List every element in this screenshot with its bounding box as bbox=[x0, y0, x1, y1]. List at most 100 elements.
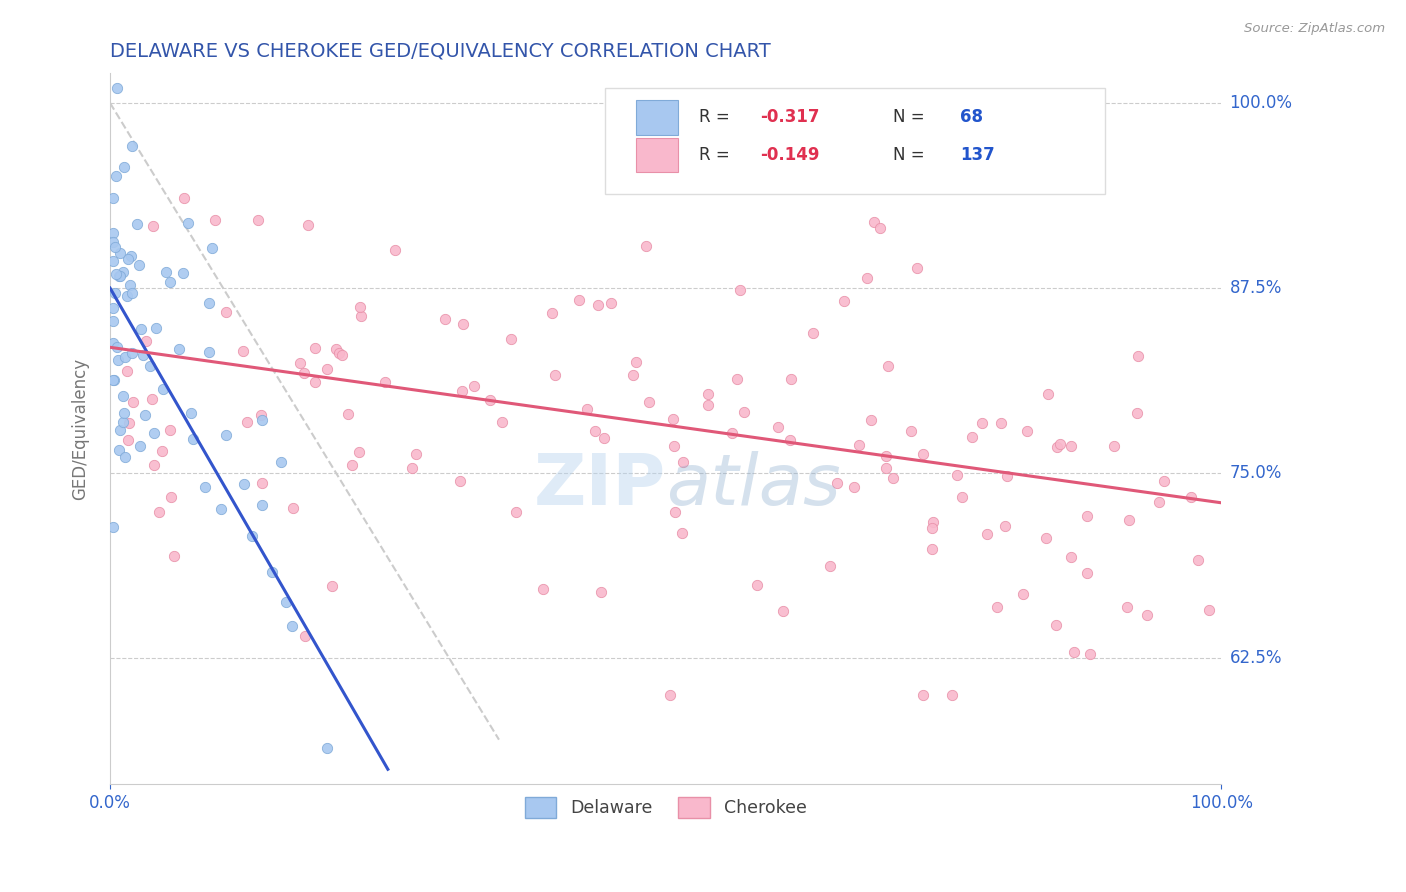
Point bbox=[120, 250, 142, 264]
Point bbox=[177, 216, 200, 230]
Point bbox=[105, 340, 128, 354]
Bar bbox=[636, 138, 678, 172]
Point bbox=[832, 293, 855, 308]
Point bbox=[163, 549, 186, 563]
Point bbox=[169, 342, 191, 356]
Text: R =: R = bbox=[699, 146, 735, 164]
Point bbox=[463, 379, 485, 393]
Point bbox=[970, 416, 993, 430]
Point bbox=[1136, 608, 1159, 623]
Point bbox=[1012, 587, 1035, 601]
Text: N =: N = bbox=[893, 109, 931, 127]
Point bbox=[1076, 509, 1098, 524]
Point bbox=[1078, 647, 1101, 661]
Point bbox=[634, 239, 657, 253]
Point bbox=[111, 389, 134, 403]
Point bbox=[543, 368, 565, 383]
Point bbox=[1015, 424, 1038, 438]
Point bbox=[449, 475, 471, 489]
Point bbox=[384, 244, 406, 258]
Point bbox=[721, 426, 744, 441]
Point bbox=[1076, 566, 1098, 581]
Point bbox=[117, 434, 139, 448]
Point bbox=[766, 420, 789, 434]
Point bbox=[994, 519, 1017, 533]
Point bbox=[1126, 406, 1149, 420]
Text: 75.0%: 75.0% bbox=[1230, 464, 1282, 483]
Point bbox=[112, 160, 135, 174]
Point bbox=[160, 490, 183, 504]
Point bbox=[103, 373, 125, 387]
Point bbox=[148, 505, 170, 519]
Point bbox=[121, 139, 143, 153]
Point bbox=[946, 467, 969, 482]
Point bbox=[150, 443, 173, 458]
Point bbox=[505, 505, 527, 519]
Point bbox=[103, 226, 125, 240]
Point bbox=[315, 740, 337, 755]
Point bbox=[173, 191, 195, 205]
Point bbox=[531, 582, 554, 597]
Point bbox=[825, 475, 848, 490]
Point bbox=[294, 629, 316, 643]
Point bbox=[1187, 553, 1209, 567]
Point bbox=[108, 246, 131, 260]
Point bbox=[658, 688, 681, 702]
Point bbox=[350, 310, 373, 324]
Point bbox=[139, 359, 162, 374]
Point bbox=[103, 314, 125, 328]
Point bbox=[401, 461, 423, 475]
Point bbox=[121, 345, 143, 359]
Point bbox=[328, 346, 350, 360]
Point bbox=[696, 386, 718, 401]
Point bbox=[194, 480, 217, 494]
Text: 137: 137 bbox=[960, 146, 995, 164]
Point bbox=[180, 406, 202, 420]
Point bbox=[108, 423, 131, 437]
Text: atlas: atlas bbox=[665, 451, 841, 520]
Point bbox=[118, 277, 141, 292]
Point bbox=[491, 415, 513, 429]
Point bbox=[103, 301, 125, 316]
Point bbox=[541, 305, 564, 319]
Text: ZIP: ZIP bbox=[533, 451, 665, 520]
Point bbox=[779, 434, 801, 448]
Point bbox=[950, 491, 973, 505]
Point bbox=[337, 407, 360, 421]
Text: 68: 68 bbox=[960, 109, 983, 127]
Point bbox=[568, 293, 591, 308]
Point bbox=[321, 579, 343, 593]
Point bbox=[869, 221, 891, 235]
Point bbox=[818, 559, 841, 574]
Point bbox=[1180, 490, 1202, 504]
Point bbox=[260, 566, 283, 580]
Point bbox=[1063, 645, 1085, 659]
Point bbox=[104, 285, 127, 300]
Point bbox=[134, 408, 156, 422]
Point bbox=[664, 439, 686, 453]
Point bbox=[875, 449, 897, 463]
Point bbox=[911, 447, 934, 461]
Point bbox=[250, 409, 273, 423]
Point bbox=[201, 241, 224, 255]
Point bbox=[209, 502, 232, 516]
Point bbox=[104, 240, 127, 254]
Point bbox=[349, 444, 371, 458]
Point bbox=[110, 268, 132, 283]
Point bbox=[111, 265, 134, 279]
Point bbox=[288, 356, 311, 370]
Point bbox=[280, 619, 302, 633]
Point bbox=[905, 261, 928, 276]
Point bbox=[112, 406, 135, 420]
Point bbox=[103, 235, 125, 250]
Point bbox=[1118, 513, 1140, 527]
Point bbox=[1060, 439, 1083, 453]
Point bbox=[204, 213, 226, 227]
Point bbox=[479, 393, 502, 408]
Point bbox=[155, 265, 177, 279]
Point bbox=[882, 470, 904, 484]
Point bbox=[240, 529, 263, 543]
Point bbox=[349, 300, 371, 314]
Point bbox=[626, 355, 648, 369]
Point bbox=[747, 578, 769, 592]
